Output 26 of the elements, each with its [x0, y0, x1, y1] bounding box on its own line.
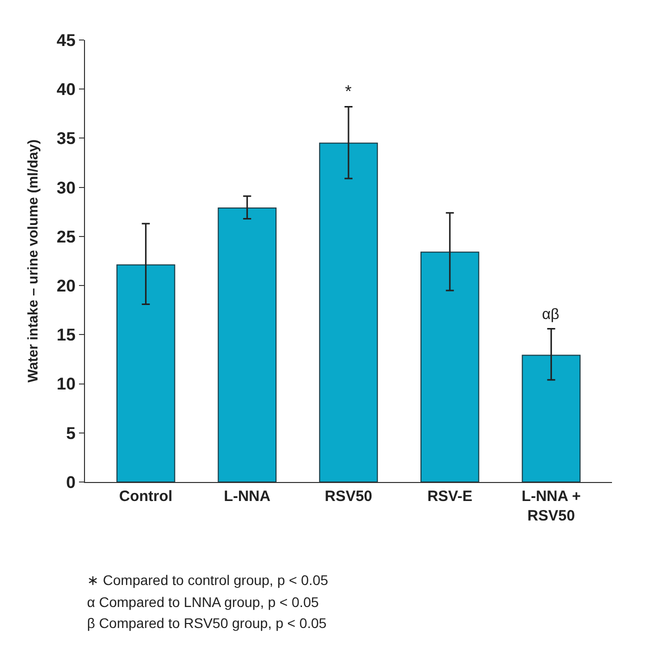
text: α Compared to LNNA group, p < 0.05 [87, 594, 320, 610]
y-axis-title: Water intake – urine volume (ml/day) [24, 140, 40, 382]
x-tick-label: RSV-E [427, 488, 472, 505]
annotation: αβ [542, 306, 560, 323]
x-tick-label: L-NNA [224, 488, 271, 505]
text: β Compared to RSV50 group, p < 0.05 [87, 615, 327, 631]
y-tick-label: 10 [56, 374, 76, 394]
y-tick-label: 35 [56, 129, 76, 148]
y-tick-label: 20 [56, 276, 76, 296]
y-tick-label: 45 [56, 30, 76, 50]
annotation: * [345, 82, 352, 101]
y-tick-label: 5 [66, 424, 76, 443]
y-tick-label: 15 [56, 326, 76, 345]
bar [218, 207, 277, 482]
bar [319, 142, 378, 482]
bar [420, 252, 480, 482]
y-tick-label: 40 [56, 80, 76, 100]
bar [116, 264, 176, 482]
x-tick-label: Control [119, 488, 172, 505]
y-tick-label: 25 [56, 227, 76, 246]
bar [522, 354, 581, 482]
x-tick-label: L-NNA + RSV50 [522, 488, 581, 524]
y-tick-label: 0 [66, 472, 76, 492]
x-tick-label: RSV50 [324, 488, 372, 505]
y-tick-label: 30 [56, 178, 76, 198]
text: ∗ Compared to control group, p < 0.05 [87, 572, 328, 588]
